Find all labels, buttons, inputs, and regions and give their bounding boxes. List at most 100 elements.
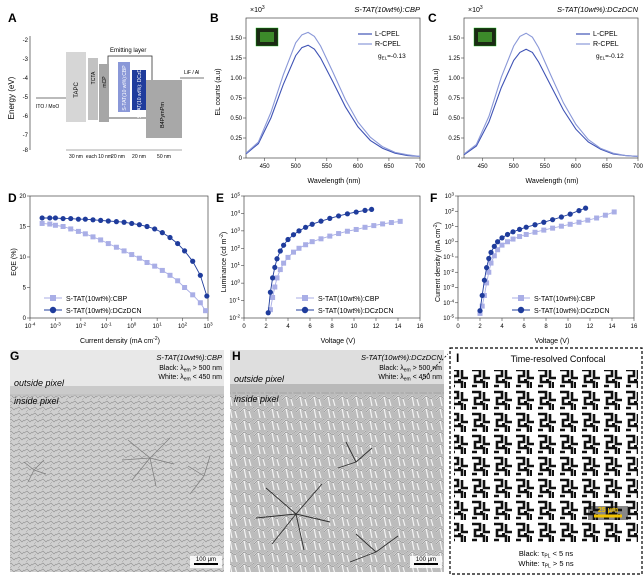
data-point [270,275,276,281]
black-legend-value: > 500 nm [191,365,222,372]
y-axis-label-text: Current density (mA cm [435,229,442,302]
tick-label: 450 [478,164,489,170]
data-point [388,220,394,226]
ytick-label: -7 [23,133,29,139]
data-point [68,215,74,222]
g-el-value: gEL=-0.12 [596,53,624,61]
data-point [344,228,350,234]
tick-label: 0 [457,156,461,162]
tick-label: 0.50 [448,116,460,122]
tick-label: 500 [509,164,520,170]
series-line-l-cpel [245,44,421,157]
tick-label: 0.25 [230,136,242,142]
ytick-label: -8 [23,148,29,154]
tick-label: 10 [19,255,26,261]
tick-label: 100 [445,237,455,246]
data-point [510,236,516,242]
data-point [90,217,96,223]
data-point [336,213,342,219]
legend-label: L-CPEL [375,31,400,38]
thickness-label: each 10 nm [86,154,112,160]
panel-d: D EQE (%) Current density (mA cm-2) S-TA… [0,186,214,346]
exponent-base: ×10 [250,7,262,14]
data-point [495,239,501,245]
tick-label: 0.75 [448,96,460,102]
confocal-image: I Time-resolved Confocal 25 μm Black: τP… [449,347,643,575]
image-title: S-TAT(10wt%):CBP [156,353,222,362]
data-point [285,254,291,260]
luminance-chart: E Luminance (cd m-2) Voltage (V) S-TAT(1… [216,191,424,345]
panel-e: E Luminance (cd m-2) Voltage (V) S-TAT(1… [214,186,428,346]
data-point [484,265,490,271]
tick-label: 10-4 [443,298,454,307]
data-point [491,243,497,249]
layer-label: S-TAT(10 wt%): DCzDCN [137,61,143,118]
energy-diagram: A Energy (eV) -2 -3 -4 -5 -6 -7 -8 ITO /… [7,11,204,160]
exponent-label: ×103 [250,5,265,14]
data-point [558,214,564,220]
data-point [327,215,333,221]
tick-label: 103 [445,192,455,201]
legend-marker-dczdcn [49,306,57,314]
legend-label: S-TAT(10wt%):DCzDCN [66,308,142,315]
data-point [136,222,142,228]
g-el-label: g [378,53,382,60]
oled-pixel-glow [478,32,492,42]
panel-letter: I [456,351,459,365]
data-point [523,231,529,237]
g-el-number: =-0.12 [605,53,624,60]
data-point [353,226,359,232]
white-legend: White: τPL > 5 ns [518,559,573,570]
tick-label: 0 [242,324,246,330]
tick-label: 600 [571,164,582,170]
data-point [60,215,66,222]
y-axis-label: EQE (%) [11,248,18,276]
microscopy-image-dczdcn: H S-TAT(10wt%):DCzDCN Black: λem > 500 n… [230,349,449,572]
data-point [75,216,81,222]
data-point [181,248,188,254]
black-legend-sub: PL [544,554,550,560]
data-point [136,255,142,261]
tick-label: 700 [415,164,426,170]
thickness-label: 50 nm [157,154,171,160]
data-point [167,272,173,278]
data-point [281,260,287,266]
y-axis-label-text: Luminance (cd m [221,238,228,292]
layer-dczdcn [132,70,146,110]
data-point [397,218,403,224]
eqe-chart: D EQE (%) Current density (mA cm-2) S-TA… [8,191,213,345]
white-legend-value: > 5 ns [551,559,574,568]
legend-label: S-TAT(10wt%):CBP [318,296,380,303]
data-point [152,263,158,269]
x-axis-label: Current density (mA cm-2) [80,336,160,345]
tick-label: 20 [19,194,26,200]
data-point [182,285,188,290]
data-point [270,295,276,301]
data-point [477,308,483,314]
tick-label: 12 [587,324,594,330]
data-point [98,237,104,243]
legend-marker-dczdcn [517,306,525,314]
tick-label: 10-1 [101,322,112,331]
exponent-base: ×10 [468,7,480,14]
tick-label: 550 [540,164,551,170]
legend-label: L-CPEL [593,31,618,38]
panel-letter: F [430,191,437,205]
panel-letter: G [10,349,19,363]
g-el-value: gEL=-0.13 [378,53,406,61]
black-legend-text: Black: λ [159,365,184,372]
tick-label: 10-1 [229,296,240,305]
tick-label: 16 [631,324,638,330]
data-point [576,219,582,225]
data-point [291,249,296,255]
tick-label: 8 [544,324,548,330]
x-axis-label-sup: -2 [153,336,158,342]
scalebar-label: 100 μm [416,557,436,563]
data-point [105,241,111,247]
data-point [541,219,547,225]
y-axis-label: Current density (mA cm-2) [433,222,442,302]
thickness-label: 20 nm [111,154,125,160]
cathode-label: LiF / Al [184,70,199,76]
scalebar-label: 100 μm [196,557,216,563]
layer-label: B4PymPm [160,102,166,128]
